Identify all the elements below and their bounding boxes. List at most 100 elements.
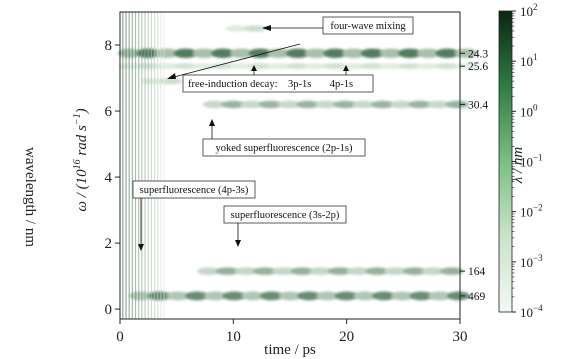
band-3-segment xyxy=(253,267,277,275)
band-4-segment xyxy=(259,291,284,301)
band-0-segment xyxy=(379,48,403,58)
band-0-segment xyxy=(304,48,328,58)
band-2-segment xyxy=(221,100,245,109)
band-2-segment xyxy=(408,100,432,109)
colorbar-tick-label: 101 xyxy=(520,52,538,69)
band-3-segment xyxy=(402,267,426,275)
band-4-segment xyxy=(316,291,340,301)
band-5-segment xyxy=(225,25,249,32)
band-1 xyxy=(117,63,478,70)
y-tick-label: 6 xyxy=(105,104,113,120)
band-2-segment xyxy=(314,100,339,109)
band-2-segment xyxy=(389,100,413,109)
annotation-superfluorescence-4p-3s: superfluorescence (4p-3s) xyxy=(132,180,256,251)
y-tick-label: 8 xyxy=(105,38,113,54)
band-4-segment xyxy=(222,291,246,301)
band-0-segment xyxy=(435,48,459,58)
band-3-segment xyxy=(215,267,239,275)
colorbar-ticks: 102 101 100 10−1 10−2 10−3 10−4 xyxy=(512,2,543,320)
band-5-segment xyxy=(244,25,268,32)
band-1-segment xyxy=(304,63,328,70)
band-4-segment xyxy=(147,291,171,301)
x-axis-ticks: 0 10 20 30 xyxy=(116,319,468,345)
band-4-segment xyxy=(278,291,302,301)
band-2-segment xyxy=(445,100,470,109)
y-axis-title-exp: 16 xyxy=(72,159,83,169)
band-0-segment xyxy=(192,48,216,58)
band-3-segment xyxy=(346,267,370,275)
band-3-segment xyxy=(309,267,333,275)
band-1-segment xyxy=(173,63,198,70)
early-fringes xyxy=(122,12,165,319)
spectral-bands xyxy=(117,25,478,301)
svg-text:yoked superfluorescence (2p-1s: yoked superfluorescence (2p-1s) xyxy=(215,143,353,154)
band-2-segment xyxy=(352,100,376,109)
band-2-segment xyxy=(240,100,264,109)
x-tick-label: 20 xyxy=(339,329,354,345)
band-2-segment xyxy=(296,100,320,109)
band-3-segment xyxy=(421,267,445,275)
colorbar-tick-label: 100 xyxy=(520,102,538,119)
band-0-segment xyxy=(173,48,198,58)
band-6-segment xyxy=(159,78,183,85)
wavelength-label: 164 xyxy=(468,266,486,278)
colorbar xyxy=(498,10,513,313)
plot-frame xyxy=(119,11,461,320)
annotation-four-wave-mixing: four-wave mixing xyxy=(262,16,414,35)
band-4-segment xyxy=(334,291,358,301)
band-2-segment xyxy=(277,100,301,109)
band-0 xyxy=(117,48,478,58)
wavelength-label: 24.3 xyxy=(468,48,488,60)
band-3-segment xyxy=(290,267,314,275)
band-1-segment xyxy=(435,63,459,70)
band-0-segment xyxy=(342,48,366,58)
x-tick-label: 10 xyxy=(226,329,241,345)
band-0-segment xyxy=(323,48,347,58)
band-0-segment xyxy=(416,48,441,58)
band-3-segment xyxy=(365,267,389,275)
band-4-segment xyxy=(428,291,452,301)
y-tick-label: 4 xyxy=(105,170,113,186)
band-1-segment xyxy=(360,63,385,70)
plot-area xyxy=(120,12,460,319)
band-2-segment xyxy=(258,100,283,109)
colorbar-tick-label: 10−2 xyxy=(520,203,543,220)
svg-text:free-induction decay: 3p-1s: free-induction decay: 3p-1s 4p-1s xyxy=(188,79,353,90)
band-4-segment xyxy=(353,291,377,301)
right-axis-title: λ / nm xyxy=(510,147,526,185)
band-2 xyxy=(202,100,470,109)
band-0-segment xyxy=(211,48,235,58)
band-0-segment xyxy=(229,48,254,58)
y-axis-ticks: 0 2 4 6 8 xyxy=(105,38,120,318)
band-1-segment xyxy=(342,63,366,70)
wavelength-label: 469 xyxy=(468,291,486,303)
band-1-segment xyxy=(416,63,441,70)
band-4-segment xyxy=(390,291,415,301)
band-4-segment xyxy=(129,291,153,301)
band-4-segment xyxy=(372,291,396,301)
band-1-segment xyxy=(286,63,310,70)
band-1-segment xyxy=(323,63,347,70)
band-5 xyxy=(225,25,268,32)
band-1-segment xyxy=(211,63,235,70)
x-tick-label: 0 xyxy=(116,329,124,345)
band-4-segment xyxy=(203,291,228,301)
band-1-segment xyxy=(379,63,403,70)
band-1-segment xyxy=(267,63,291,70)
annotation-yoked-superfluorescence: yoked superfluorescence (2p-1s) xyxy=(202,119,366,157)
band-0-segment xyxy=(360,48,385,58)
y-axis-title: ω / (1016 rad s−1) xyxy=(72,108,90,211)
wavelength-label: 25.6 xyxy=(468,61,488,73)
band-3-segment xyxy=(440,267,464,275)
band-4-segment xyxy=(185,291,209,301)
band-2-segment xyxy=(333,100,357,109)
band-2-segment xyxy=(371,100,395,109)
band-4-segment xyxy=(409,291,433,301)
band-4-segment xyxy=(241,291,265,301)
band-4 xyxy=(129,291,471,301)
x-axis-title: time / ps xyxy=(264,342,316,358)
colorbar-tick-label: 10−1 xyxy=(520,153,543,170)
band-0-segment xyxy=(286,48,310,58)
band-2-segment xyxy=(427,100,451,109)
